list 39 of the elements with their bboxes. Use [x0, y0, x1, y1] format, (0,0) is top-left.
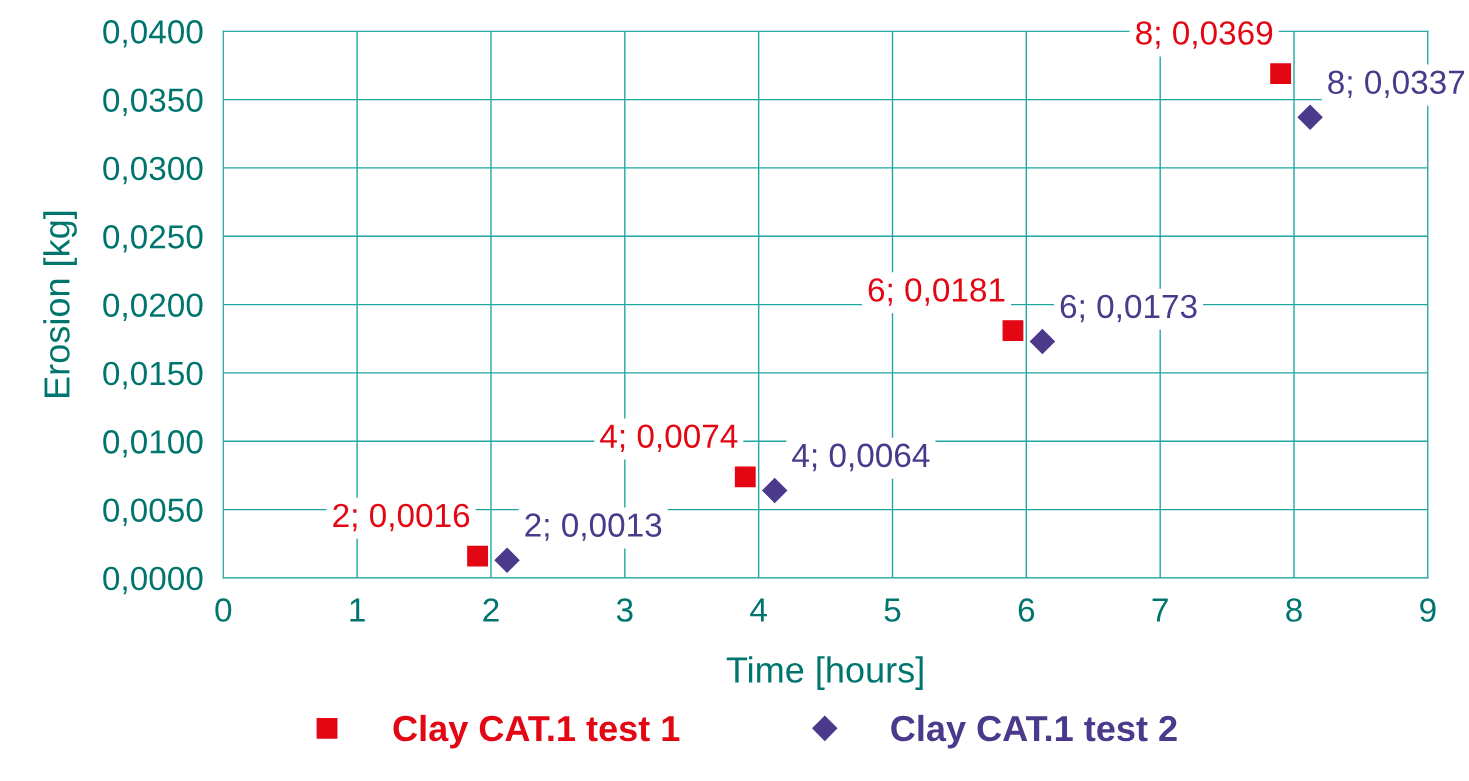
- x-tick-label: 8: [1286, 598, 1302, 622]
- x-axis-title: Time [hours]: [726, 656, 923, 690]
- point: [467, 545, 489, 567]
- x-tick-label: 3: [616, 598, 633, 622]
- point: [1002, 320, 1024, 341]
- point: [762, 477, 788, 503]
- x-tick-label: 9: [1420, 598, 1436, 622]
- y-tick-label: 0,0400: [103, 20, 203, 48]
- legend-label: Clay CAT.1 test 2: [891, 714, 1177, 749]
- data-label: 4; 0,0064: [792, 443, 930, 472]
- data-label: 6; 0,0181: [868, 278, 1005, 306]
- data-label: 4; 0,0074: [600, 424, 738, 452]
- data-label: 2; 0,0016: [333, 503, 470, 532]
- x-tick-label: 5: [884, 598, 901, 622]
- data-label: 6; 0,0173: [1060, 294, 1197, 323]
- y-tick-label: 0,0350: [103, 88, 203, 116]
- x-tick-label: 4: [750, 598, 767, 622]
- x-tick-label: 7: [1152, 598, 1168, 622]
- data-label: 8; 0,0369: [1136, 21, 1273, 49]
- point: [1297, 104, 1323, 130]
- y-tick-label: 0,0200: [103, 293, 203, 321]
- data-label: 2; 0,0013: [525, 513, 662, 541]
- y-tick-label: 0,0000: [103, 566, 203, 595]
- x-tick-label: 1: [350, 598, 365, 622]
- legend-label: Clay CAT.1 test 1: [393, 714, 680, 749]
- y-axis-title: Erosion [kg]: [43, 211, 77, 397]
- point: [1029, 329, 1055, 354]
- y-tick-label: 0,0100: [103, 430, 203, 458]
- point: [494, 547, 520, 573]
- point: [1270, 63, 1292, 85]
- x-tick-label: 2: [483, 598, 499, 622]
- y-tick-label: 0,0150: [103, 361, 203, 390]
- y-tick-label: 0,0250: [103, 225, 203, 253]
- point: [734, 466, 756, 488]
- data-label: 8; 0,0337: [1328, 70, 1465, 99]
- y-tick-label: 0,0300: [103, 156, 203, 185]
- y-tick-label: 0,0050: [103, 498, 203, 526]
- x-tick-label: 6: [1018, 598, 1035, 622]
- x-tick-label: 0: [215, 598, 232, 622]
